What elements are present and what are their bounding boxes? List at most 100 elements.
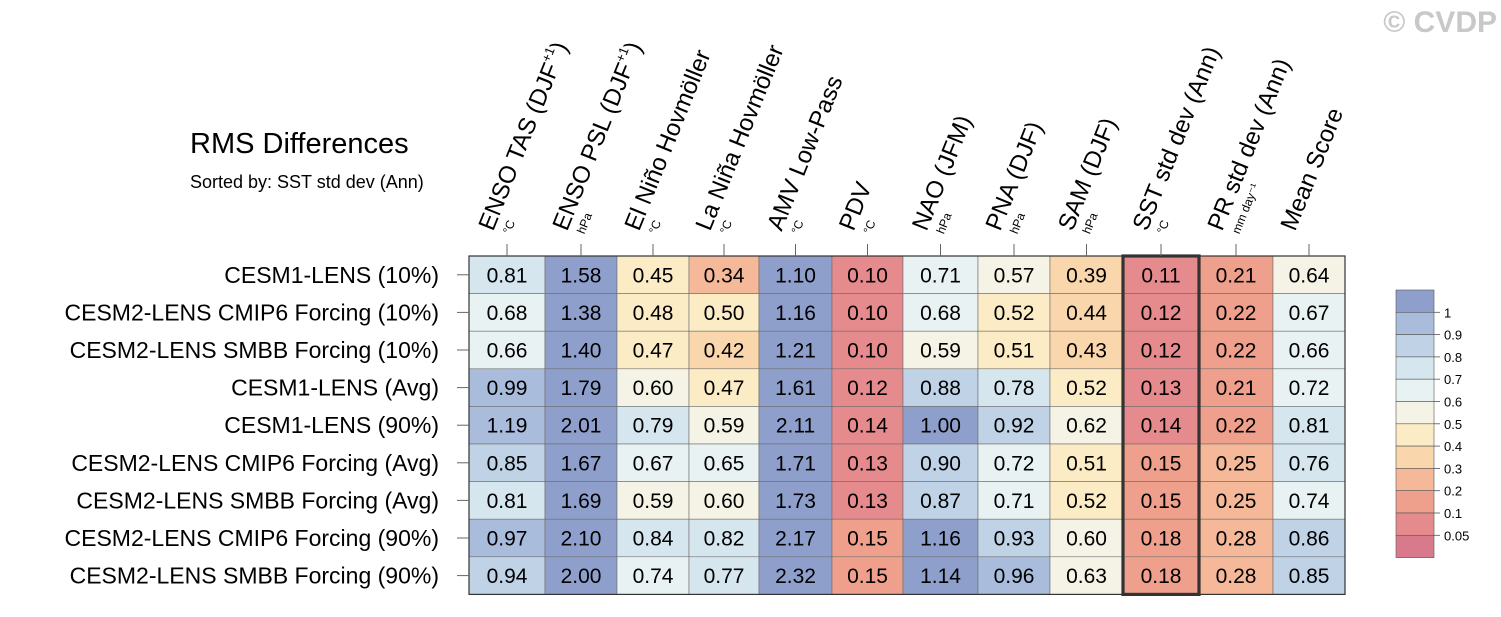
- heatmap-cell: [758, 293, 833, 332]
- heatmap-cell: [544, 556, 618, 595]
- cell-value-label: 0.81: [487, 490, 528, 513]
- heatmap-cell: [1272, 518, 1346, 558]
- heatmap-cell: [468, 406, 546, 445]
- heatmap-cell: [544, 368, 618, 407]
- cell-value-label: 0.50: [704, 302, 745, 325]
- heatmap-cell: [1198, 293, 1274, 332]
- colorbar-level-label: 1: [1444, 305, 1451, 320]
- column-unit-label: °C: [500, 218, 518, 236]
- row-label: CESM1-LENS (90%): [224, 412, 439, 438]
- column-headers: ENSO TAS (DJF+1)°C ENSO PSL (DJF+1)hPa El …: [474, 38, 1350, 256]
- colorbar-level-label: 0.5: [1444, 417, 1462, 432]
- cell-value-label: 0.71: [920, 264, 961, 287]
- cell-value-label: 0.15: [1141, 452, 1182, 475]
- cell-value-label: 0.47: [704, 377, 745, 400]
- cell-value-label: 1.00: [920, 415, 961, 438]
- heatmap-cell: [1122, 330, 1200, 370]
- heatmap-cell: [688, 556, 760, 595]
- heatmap-cell: [831, 406, 904, 445]
- cell-value-label: 0.88: [920, 377, 961, 400]
- colorbar-swatch: [1395, 534, 1435, 558]
- cell-value-label: 1.79: [561, 377, 602, 400]
- cell-value-label: 0.87: [920, 490, 961, 513]
- heatmap-cell: [1198, 518, 1274, 558]
- cell-value-label: 0.10: [847, 264, 888, 287]
- cell-value-label: 0.12: [847, 377, 888, 400]
- colorbar-swatch: [1395, 378, 1435, 402]
- colorbar-level-label: 0.8: [1444, 350, 1462, 365]
- cell-value-label: 0.64: [1289, 264, 1330, 287]
- cell-value-label: 0.21: [1216, 264, 1257, 287]
- heatmap-cell: [1122, 443, 1200, 482]
- cell-value-label: 0.72: [994, 452, 1035, 475]
- heatmap-cell: [468, 443, 546, 482]
- cell-value-label: 0.86: [1289, 528, 1330, 551]
- cell-value-label: 0.60: [1066, 528, 1107, 551]
- cell-value-label: 0.18: [1141, 565, 1182, 588]
- cell-value-label: 0.67: [633, 452, 674, 475]
- heatmap-cell: [1272, 293, 1346, 332]
- column-unit-label: °C: [717, 218, 735, 236]
- row-label: CESM2-LENS CMIP6 Forcing (90%): [65, 525, 440, 551]
- cell-value-label: 0.52: [994, 302, 1035, 325]
- row-label: CESM2-LENS CMIP6 Forcing (10%): [65, 299, 440, 325]
- cell-value-label: 1.61: [775, 377, 816, 400]
- heatmap-cell: [616, 481, 690, 520]
- cell-value-label: 0.13: [1141, 377, 1182, 400]
- cell-value-label: 0.25: [1216, 452, 1257, 475]
- heatmap-cell: [1049, 518, 1124, 558]
- heatmap-cell: [1049, 368, 1124, 407]
- cell-value-label: 0.85: [1289, 565, 1330, 588]
- heatmap-cell: [1272, 481, 1346, 520]
- heatmap-cell: [1198, 406, 1274, 445]
- heatmap-cell: [831, 556, 904, 595]
- heatmap-cell: [544, 443, 618, 482]
- cell-value-label: 0.84: [633, 528, 674, 551]
- heatmap-cell: [1198, 443, 1274, 482]
- cell-value-label: 0.90: [920, 452, 961, 475]
- cell-value-label: 0.66: [487, 340, 528, 363]
- cell-value-label: 0.21: [1216, 377, 1257, 400]
- colorbar-swatch: [1395, 334, 1435, 358]
- cell-value-label: 0.52: [1066, 490, 1107, 513]
- cell-value-label: 1.69: [561, 490, 602, 513]
- cell-value-label: 0.22: [1216, 415, 1257, 438]
- cell-value-label: 0.28: [1216, 528, 1257, 551]
- heatmap-cell: [1272, 406, 1346, 445]
- row-label: CESM1-LENS (Avg): [231, 375, 439, 401]
- cell-value-label: 0.82: [704, 528, 745, 551]
- heatmap-cell: [831, 518, 904, 558]
- cell-value-label: 0.45: [633, 264, 674, 287]
- column-header: Mean Score: [1276, 104, 1350, 234]
- cell-value-label: 0.12: [1141, 302, 1182, 325]
- cell-value-label: 0.14: [1141, 415, 1182, 438]
- cell-value-label: 0.59: [920, 340, 961, 363]
- heatmap-cell: [758, 556, 833, 595]
- colorbar-swatch: [1395, 490, 1435, 514]
- colorbar-level-label: 0.1: [1444, 506, 1462, 521]
- colorbar-swatch: [1395, 445, 1435, 469]
- heatmap-cell: [758, 368, 833, 407]
- colorbar-swatch: [1395, 512, 1435, 536]
- heatmap-cell: [468, 330, 546, 370]
- cell-value-label: 0.81: [1289, 415, 1330, 438]
- cell-value-label: 2.10: [561, 528, 602, 551]
- colorbar-level-label: 0.2: [1444, 484, 1462, 499]
- cell-value-label: 0.68: [487, 302, 528, 325]
- cell-value-label: 0.74: [1289, 490, 1330, 513]
- cell-value-label: 0.68: [920, 302, 961, 325]
- cell-value-label: 0.72: [1289, 377, 1330, 400]
- heatmap-cell: [831, 443, 904, 482]
- colorbar-swatch: [1395, 468, 1435, 491]
- cell-value-label: 0.51: [1066, 452, 1107, 475]
- heatmap-cell: [616, 293, 690, 332]
- heatmap-cell: [688, 330, 760, 370]
- colorbar-level-label: 0.05: [1444, 528, 1469, 543]
- heatmap-cell: [1272, 330, 1346, 370]
- chart-subtitle: Sorted by: SST std dev (Ann): [190, 172, 424, 192]
- cell-value-label: 2.32: [775, 565, 816, 588]
- cell-value-label: 0.13: [847, 452, 888, 475]
- cell-value-label: 0.11: [1141, 264, 1180, 287]
- row-label: CESM1-LENS (10%): [224, 262, 439, 288]
